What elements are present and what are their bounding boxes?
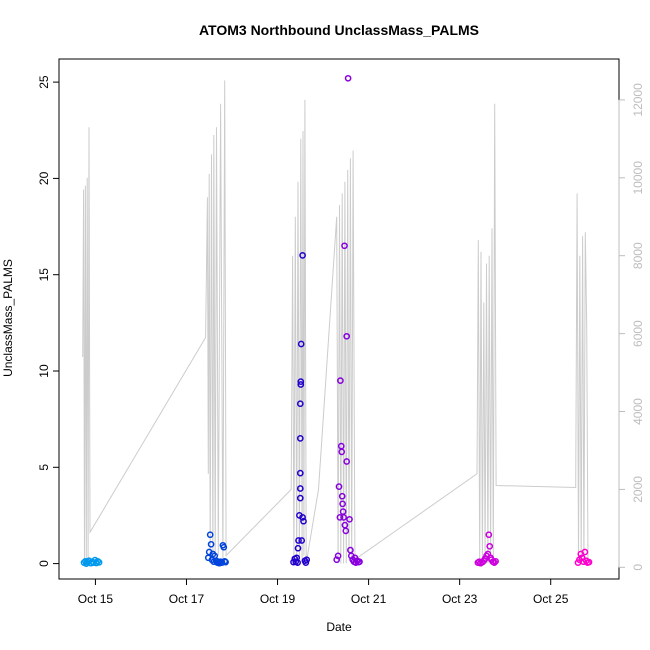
data-point [300,517,307,525]
data-point [291,555,299,563]
data-point [346,515,353,523]
data-point [222,558,229,566]
y2-tick-label: 4000 [631,398,645,425]
data-point [296,485,304,492]
data-point [298,537,306,544]
data-point [297,378,305,385]
x-tick-label: Oct 21 [351,592,387,606]
y2-tick-label: 8000 [631,242,645,269]
y-tick-label: 5 [37,464,51,471]
data-point [486,542,494,550]
data-point [302,559,310,566]
data-point [340,514,347,521]
data-point [296,400,304,408]
data-point [334,552,342,560]
data-point [339,500,346,508]
data-point [220,543,228,551]
data-point [343,332,351,340]
data-point [294,544,302,552]
y2-tick-label: 6000 [631,320,645,347]
x-axis: Oct 15 Oct 17 Oct 19 Oct 21 Oct 23 Oct 25 [78,578,569,606]
data-point [207,540,215,548]
data-point [338,492,346,500]
y2-tick-label: 10000 [631,161,645,195]
data-point [341,242,348,250]
data-point [485,531,493,539]
y-tick-label: 20 [37,171,51,185]
y-tick-label: 25 [37,75,51,89]
data-point [492,557,499,565]
y-axis: 0 5 10 15 20 25 [37,75,60,567]
data-point [303,556,311,564]
data-point [344,74,352,82]
points-layer [80,74,593,567]
y2-tick-label: 12000 [631,83,645,117]
data-point [342,527,350,535]
data-point [581,548,589,556]
data-point [335,483,343,490]
data-point [295,537,302,544]
data-point [333,556,341,564]
x-axis-label: Date [326,620,352,634]
y-axis-label: UnclassMass_PALMS [1,259,15,377]
data-point [296,469,304,477]
x-tick-label: Oct 17 [169,592,205,606]
x-tick-label: Oct 19 [260,592,296,606]
y-tick-label: 15 [37,268,51,282]
data-point [296,494,304,502]
x-tick-label: Oct 23 [442,592,478,606]
data-point [299,252,306,259]
data-point [290,558,297,566]
data-point [95,559,103,566]
data-point [490,559,498,566]
y-tick-label: 10 [37,364,51,378]
data-point [338,448,346,456]
data-point [343,458,351,465]
data-point [585,558,593,566]
data-point [297,340,305,348]
y2-tick-label: 2000 [631,476,645,503]
data-point [206,531,214,539]
data-point [299,514,306,521]
x-tick-label: Oct 15 [78,592,114,606]
y2-axis: 0 2000 4000 6000 8000 10000 12000 [618,83,645,571]
y-tick-label: 0 [37,560,51,567]
data-point [296,435,304,442]
data-point [297,381,305,388]
altitude-line [82,80,589,564]
data-point [336,514,344,521]
data-point [356,558,363,566]
x-tick-label: Oct 25 [533,592,569,606]
altitude-line-layer [82,80,589,564]
y2-tick-label: 0 [631,564,645,571]
data-point [337,377,344,384]
chart-title: ATOM3 Northbound UnclassMass_PALMS [199,22,479,38]
